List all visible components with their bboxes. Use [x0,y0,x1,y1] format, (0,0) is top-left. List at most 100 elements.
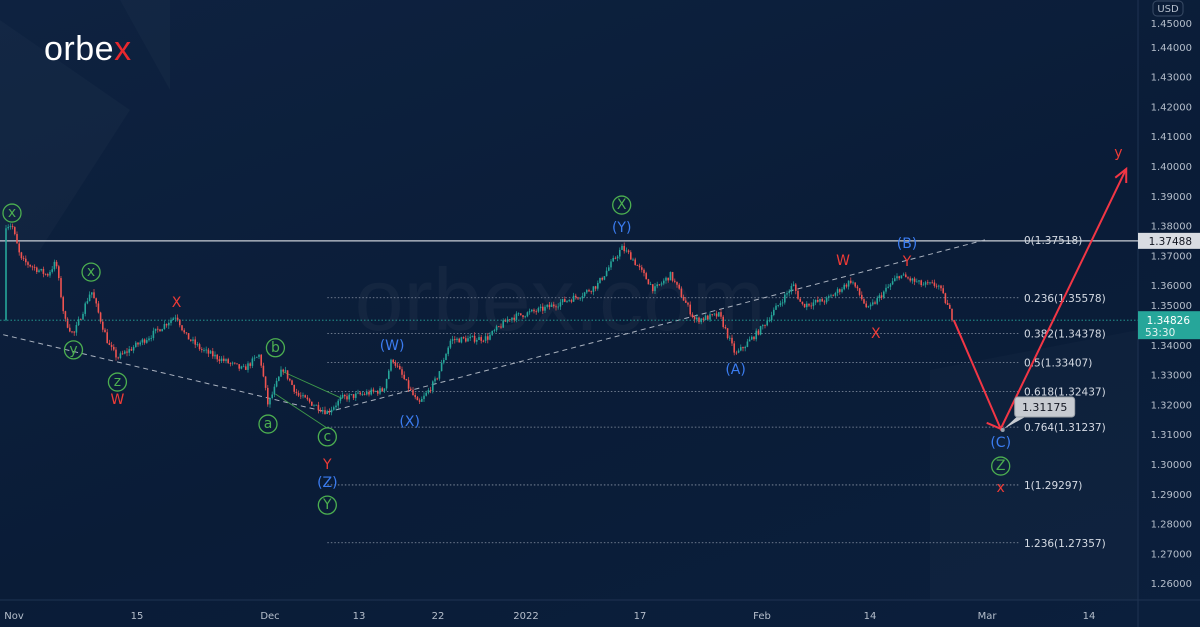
candle-body [709,314,711,320]
candle-body [715,313,718,317]
candle-body [333,407,335,410]
candle-body [922,284,925,286]
candle-body [423,395,425,399]
fib-level-label: 0.618(1.32437) [1024,386,1106,398]
candle-body [317,404,320,411]
candle-body [469,336,471,339]
target-point [1000,427,1005,432]
target-tooltip-value: 1.31175 [1022,401,1068,414]
candle-body [159,329,161,332]
candle-body [132,347,135,351]
candle-body [190,339,192,341]
candle-body [473,335,476,342]
candle-body [53,261,56,270]
candle-body [447,347,449,354]
candle-body [71,331,73,333]
candle-body [425,392,427,396]
candle-body [916,281,918,283]
candle-body [847,280,850,287]
candle-body [768,320,771,321]
candle-body [392,359,394,363]
candle-body [227,359,229,364]
candle-body [911,278,914,281]
candle-body [434,378,436,382]
wave-label-text: b [271,340,280,356]
candle-body [951,308,953,321]
wave-label: b [265,338,286,358]
wave-label-circle [81,262,101,282]
candle-body [555,306,557,308]
candle-body [575,295,577,298]
trendline [0,333,328,413]
candle-body [108,343,111,345]
currency-badge [1152,0,1184,17]
candle-body [291,380,293,385]
candle-body [528,311,531,313]
wave-label-circle [2,203,22,223]
candle-body [25,258,27,263]
candle-body [889,284,892,287]
candle-body [278,376,280,381]
candle-body [86,301,89,304]
candle-body [652,284,654,292]
candle-body [236,363,238,365]
candle-body [121,353,124,355]
candle-body [872,302,874,305]
candle-body [891,281,894,285]
candle-body [240,366,243,369]
candle-body [374,391,377,392]
candle-body [165,324,168,326]
candle-body [839,289,841,292]
candle-body [685,300,687,303]
candle-body [119,353,122,359]
candle-body [623,245,625,252]
x-tick-label: Mar [978,611,998,622]
wave-label-text: x [87,264,95,280]
wave-label-text: y [1114,145,1122,161]
wave-label: (X) [399,414,420,430]
candle-body [535,311,537,313]
candle-body [938,285,940,287]
candle-body [850,280,852,283]
candle-body [641,267,643,270]
candle-body [616,256,619,259]
candle-body [40,268,42,271]
candle-body [341,394,344,398]
candle-body [99,312,102,322]
candle-body [427,389,430,393]
candle-body [456,338,458,341]
wave-label-text: (C) [990,435,1011,451]
candle-body [814,299,817,303]
wave-label-text: (X) [399,414,420,430]
wave-label-circle [265,338,286,358]
candle-body [58,266,60,279]
candle-body [405,379,408,381]
candle-body [284,370,287,372]
candle-body [388,370,390,379]
candle-body [275,380,278,387]
wave-label-text: W [111,392,125,408]
horizontal-level-value: 1.37488 [1149,236,1192,248]
wave-label-text: x [8,205,16,221]
wave-label: (B) [897,236,918,252]
candle-body [5,228,7,321]
candle-body [205,349,207,351]
candle-body [130,349,133,351]
y-tick-label: 1.37000 [1151,251,1192,262]
candle-body [403,374,405,380]
candle-body [399,366,401,370]
candle-body [610,261,612,268]
candle-body [229,363,232,364]
candle-body [502,320,504,328]
wave-label: (W) [380,338,405,354]
candle-body [713,313,716,315]
last-price-badge [1138,311,1200,340]
candle-body [73,331,75,333]
candle-body [935,285,938,287]
candle-body [438,371,441,379]
wave-label-circle [258,414,278,434]
candle-body [359,392,361,395]
candle-body [55,261,58,267]
candle-body [370,389,372,395]
